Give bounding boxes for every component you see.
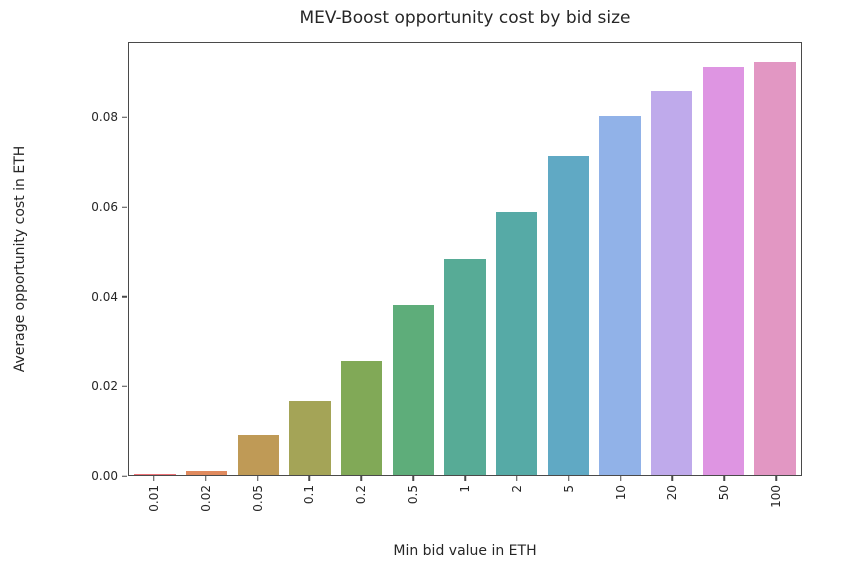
bar-5 <box>547 155 590 475</box>
bar-0.05 <box>237 434 279 475</box>
xtick-mark-0.05 <box>256 476 259 481</box>
xtick-mark-100 <box>775 476 777 481</box>
xtick-mark-0.01 <box>153 476 155 481</box>
xtick-mark-1 <box>464 476 466 481</box>
ytick-mark-0.04 <box>122 295 127 298</box>
xtick-label-0.2: 0.2 <box>354 485 369 505</box>
ytick-marks-layer <box>122 42 127 477</box>
xtick-mark-0.2 <box>360 476 363 481</box>
bars-layer <box>129 43 801 475</box>
ytick-mark-0.06 <box>122 206 127 208</box>
ytick-mark-0.02 <box>122 385 127 388</box>
bar-0.01 <box>134 474 176 475</box>
xtick-mark-20 <box>671 476 674 481</box>
bar-50 <box>702 66 745 475</box>
xtick-label-0.05: 0.05 <box>250 485 265 512</box>
x-axis-label: Min bid value in ETH <box>393 543 537 559</box>
xtick-mark-50 <box>723 476 725 481</box>
ytick-label-0.06: 0.06 <box>91 200 118 214</box>
ytick-mark-0.08 <box>122 116 127 119</box>
xtick-label-50: 50 <box>717 485 732 501</box>
ytick-labels-layer: 0.00 0.02 0.04 0.06 0.08 <box>0 42 118 482</box>
ytick-label-0.00: 0.00 <box>91 469 118 483</box>
ytick-label-0.08: 0.08 <box>91 110 118 125</box>
xtick-label-100: 100 <box>768 485 783 508</box>
xtick-label-0.02: 0.02 <box>198 485 213 512</box>
xtick-mark-2 <box>516 476 518 481</box>
xtick-label-10: 10 <box>613 485 628 501</box>
chart-title: MEV-Boost opportunity cost by bid size <box>299 8 631 28</box>
ytick-label-0.04: 0.04 <box>91 289 118 304</box>
xtick-mark-0.02 <box>205 476 207 481</box>
bar-0.1 <box>289 401 331 475</box>
ytick-label-0.02: 0.02 <box>91 379 118 394</box>
bar-20 <box>651 91 693 475</box>
xtick-label-5: 5 <box>561 485 576 493</box>
xtick-mark-0.5 <box>412 476 414 481</box>
plot-area <box>128 42 802 476</box>
xtick-label-2: 2 <box>509 485 524 493</box>
bar-100 <box>754 62 796 475</box>
xtick-label-1: 1 <box>457 485 472 493</box>
xtick-label-20: 20 <box>665 485 680 501</box>
xtick-label-0.1: 0.1 <box>302 485 317 505</box>
bar-1 <box>444 258 486 475</box>
ytick-mark-0.00 <box>122 475 127 477</box>
xticks-layer: 0.01 0.02 0.05 0.1 0.2 0.5 1 2 5 10 20 50 100 <box>128 476 802 546</box>
xtick-label-0.5: 0.5 <box>405 485 420 505</box>
bar-0.2 <box>340 361 383 475</box>
bar-2 <box>496 211 538 475</box>
bar-0.02 <box>185 470 228 475</box>
xtick-mark-10 <box>619 476 622 481</box>
y-axis-label: Average opportunity cost in ETH <box>12 145 28 373</box>
bar-0.5 <box>392 305 434 475</box>
bar-10 <box>599 115 641 475</box>
xtick-mark-5 <box>567 476 570 481</box>
xtick-mark-0.1 <box>308 476 311 481</box>
xtick-label-0.01: 0.01 <box>146 485 161 512</box>
